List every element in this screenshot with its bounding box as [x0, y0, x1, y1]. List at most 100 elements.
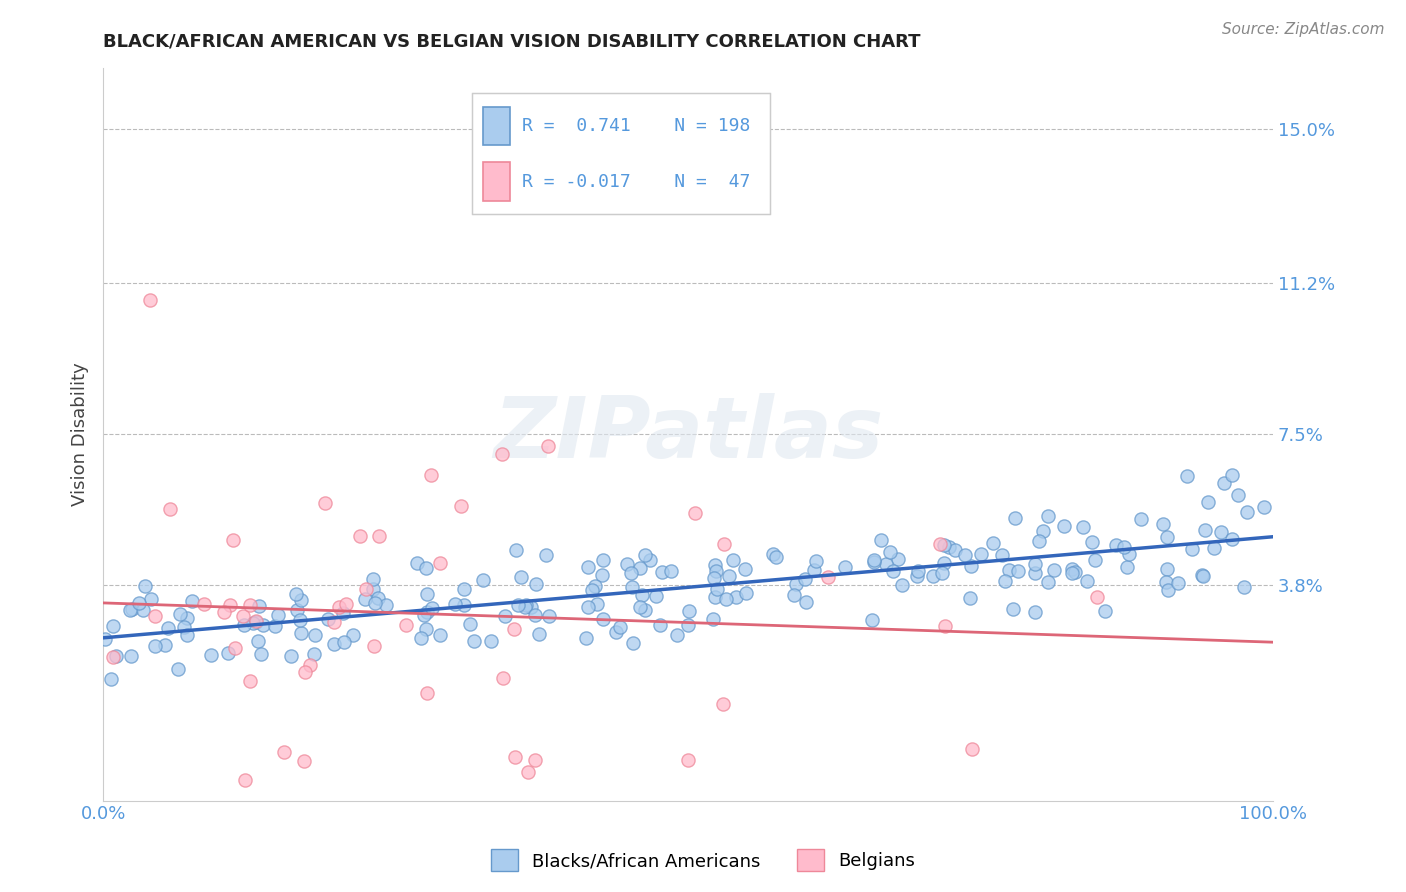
Point — [817, 569, 839, 583]
Point — [120, 648, 142, 663]
Point — [1071, 520, 1094, 534]
Point — [765, 550, 787, 565]
Point — [332, 606, 354, 620]
Point — [934, 556, 956, 570]
Point — [443, 597, 465, 611]
Point — [280, 648, 302, 663]
Point — [314, 496, 336, 510]
Point — [734, 562, 756, 576]
Point — [1105, 538, 1128, 552]
Point — [415, 622, 437, 636]
Point — [1062, 562, 1084, 576]
Point — [934, 618, 956, 632]
Point — [1181, 541, 1204, 556]
Point — [634, 603, 657, 617]
Point — [1024, 606, 1046, 620]
Point — [1194, 523, 1216, 537]
Point — [1060, 566, 1083, 580]
Point — [463, 634, 485, 648]
Point — [1112, 540, 1135, 554]
Point — [1053, 519, 1076, 533]
Point — [349, 529, 371, 543]
Point — [676, 618, 699, 632]
Point — [1157, 582, 1180, 597]
Point — [621, 636, 644, 650]
Point — [970, 547, 993, 561]
Point — [620, 566, 643, 580]
Point — [834, 560, 856, 574]
Point — [661, 564, 683, 578]
Point — [650, 565, 672, 579]
Point — [302, 647, 325, 661]
Point — [578, 559, 600, 574]
Point — [586, 597, 609, 611]
Point — [416, 587, 439, 601]
Point — [704, 591, 727, 605]
Point — [157, 622, 180, 636]
Point — [502, 622, 524, 636]
Point — [938, 541, 960, 555]
Point — [879, 545, 901, 559]
Point — [361, 582, 384, 597]
Point — [128, 596, 150, 610]
Point — [299, 657, 322, 672]
Point — [1198, 495, 1220, 509]
Point — [1094, 604, 1116, 618]
Point — [1204, 541, 1226, 555]
Point — [870, 533, 893, 547]
Point — [907, 564, 929, 578]
Point — [934, 538, 956, 552]
Point — [363, 640, 385, 654]
Point — [1226, 488, 1249, 502]
Point — [721, 552, 744, 566]
Point — [1007, 565, 1029, 579]
Point — [1116, 559, 1139, 574]
Point — [725, 590, 748, 604]
Point — [634, 548, 657, 562]
Point — [591, 568, 613, 582]
Point — [575, 631, 598, 645]
Point — [292, 754, 315, 768]
Point — [994, 574, 1017, 588]
Point — [233, 773, 256, 788]
Point — [494, 608, 516, 623]
Point — [224, 641, 246, 656]
Point — [638, 553, 661, 567]
Point — [1036, 575, 1059, 590]
Point — [368, 529, 391, 543]
Point — [173, 620, 195, 634]
Point — [991, 548, 1014, 562]
Point — [1036, 509, 1059, 524]
Point — [524, 753, 547, 767]
Point — [515, 598, 537, 612]
Point — [169, 607, 191, 622]
Point — [1085, 590, 1108, 604]
Point — [155, 638, 177, 652]
Point — [166, 662, 188, 676]
Point — [1156, 574, 1178, 589]
Point — [479, 634, 502, 648]
Point — [471, 573, 494, 587]
Point — [181, 593, 204, 607]
Point — [249, 647, 271, 661]
Legend: Blacks/African Americans, Belgians: Blacks/African Americans, Belgians — [484, 842, 922, 879]
Point — [101, 619, 124, 633]
Point — [631, 588, 654, 602]
Point — [1081, 535, 1104, 549]
Point — [342, 628, 364, 642]
Point — [288, 613, 311, 627]
Point — [706, 582, 728, 596]
Point — [323, 637, 346, 651]
Point — [1129, 512, 1152, 526]
Point — [863, 553, 886, 567]
Point — [706, 564, 728, 578]
Point — [453, 582, 475, 596]
Point — [233, 618, 256, 632]
Point — [537, 609, 560, 624]
Point — [247, 633, 270, 648]
Point — [264, 619, 287, 633]
Point — [356, 582, 378, 596]
Point — [981, 535, 1004, 549]
Point — [534, 548, 557, 562]
Point — [536, 439, 558, 453]
